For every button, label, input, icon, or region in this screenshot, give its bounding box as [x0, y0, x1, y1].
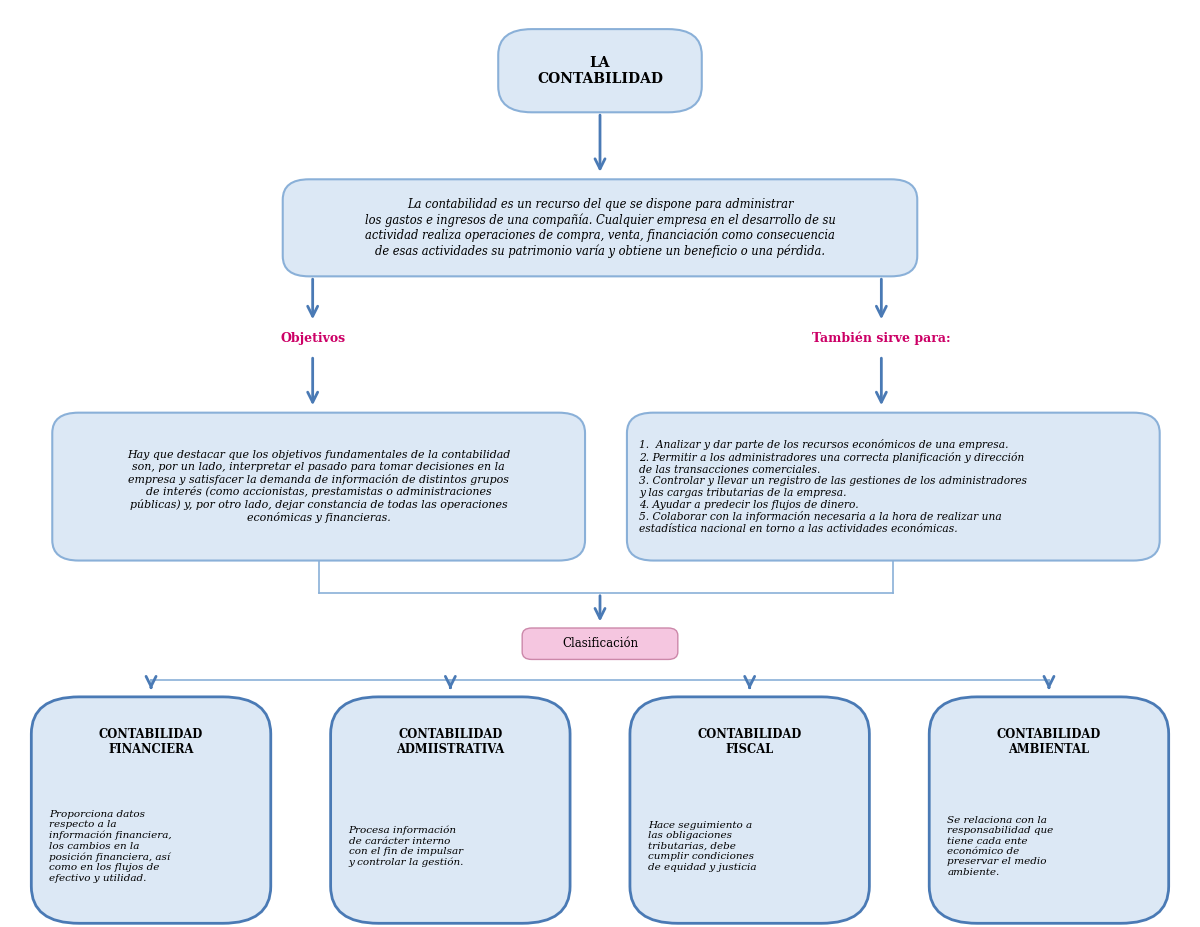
- Text: También sirve para:: También sirve para:: [812, 332, 950, 346]
- Text: La contabilidad es un recurso del que se dispone para administrar
los gastos e i: La contabilidad es un recurso del que se…: [365, 198, 835, 258]
- Text: Proporciona datos
respecto a la
información financiera,
los cambios en la
posici: Proporciona datos respecto a la informac…: [49, 810, 172, 883]
- Text: Hay que destacar que los objetivos fundamentales de la contabilidad
son, por un : Hay que destacar que los objetivos funda…: [127, 451, 510, 523]
- Text: CONTABILIDAD
FISCAL: CONTABILIDAD FISCAL: [697, 728, 802, 756]
- FancyBboxPatch shape: [626, 413, 1159, 561]
- Text: Hace seguimiento a
las obligaciones
tributarias, debe
cumplir condiciones
de equ: Hace seguimiento a las obligaciones trib…: [648, 821, 756, 871]
- Text: Procesa información
de carácter interno
con el fin de impulsar
y controlar la ge: Procesa información de carácter interno …: [348, 826, 464, 867]
- Text: CONTABILIDAD
AMBIENTAL: CONTABILIDAD AMBIENTAL: [997, 728, 1102, 756]
- FancyBboxPatch shape: [31, 697, 271, 923]
- Text: CONTABILIDAD
FINANCIERA: CONTABILIDAD FINANCIERA: [98, 728, 203, 756]
- FancyBboxPatch shape: [522, 628, 678, 659]
- FancyBboxPatch shape: [53, 413, 586, 561]
- Text: Clasificación: Clasificación: [562, 637, 638, 650]
- FancyBboxPatch shape: [283, 179, 917, 276]
- Text: CONTABILIDAD
ADMIISTRATIVA: CONTABILIDAD ADMIISTRATIVA: [396, 728, 504, 756]
- FancyBboxPatch shape: [331, 697, 570, 923]
- FancyBboxPatch shape: [929, 697, 1169, 923]
- Text: 1.  Analizar y dar parte de los recursos económicos de una empresa.
2. Permitir : 1. Analizar y dar parte de los recursos …: [638, 439, 1027, 534]
- Text: LA
CONTABILIDAD: LA CONTABILIDAD: [538, 56, 662, 86]
- Text: Se relaciona con la
responsabilidad que
tiene cada ente
económico de
preservar e: Se relaciona con la responsabilidad que …: [947, 816, 1054, 877]
- FancyBboxPatch shape: [630, 697, 869, 923]
- Text: Objetivos: Objetivos: [280, 332, 346, 345]
- FancyBboxPatch shape: [498, 29, 702, 112]
